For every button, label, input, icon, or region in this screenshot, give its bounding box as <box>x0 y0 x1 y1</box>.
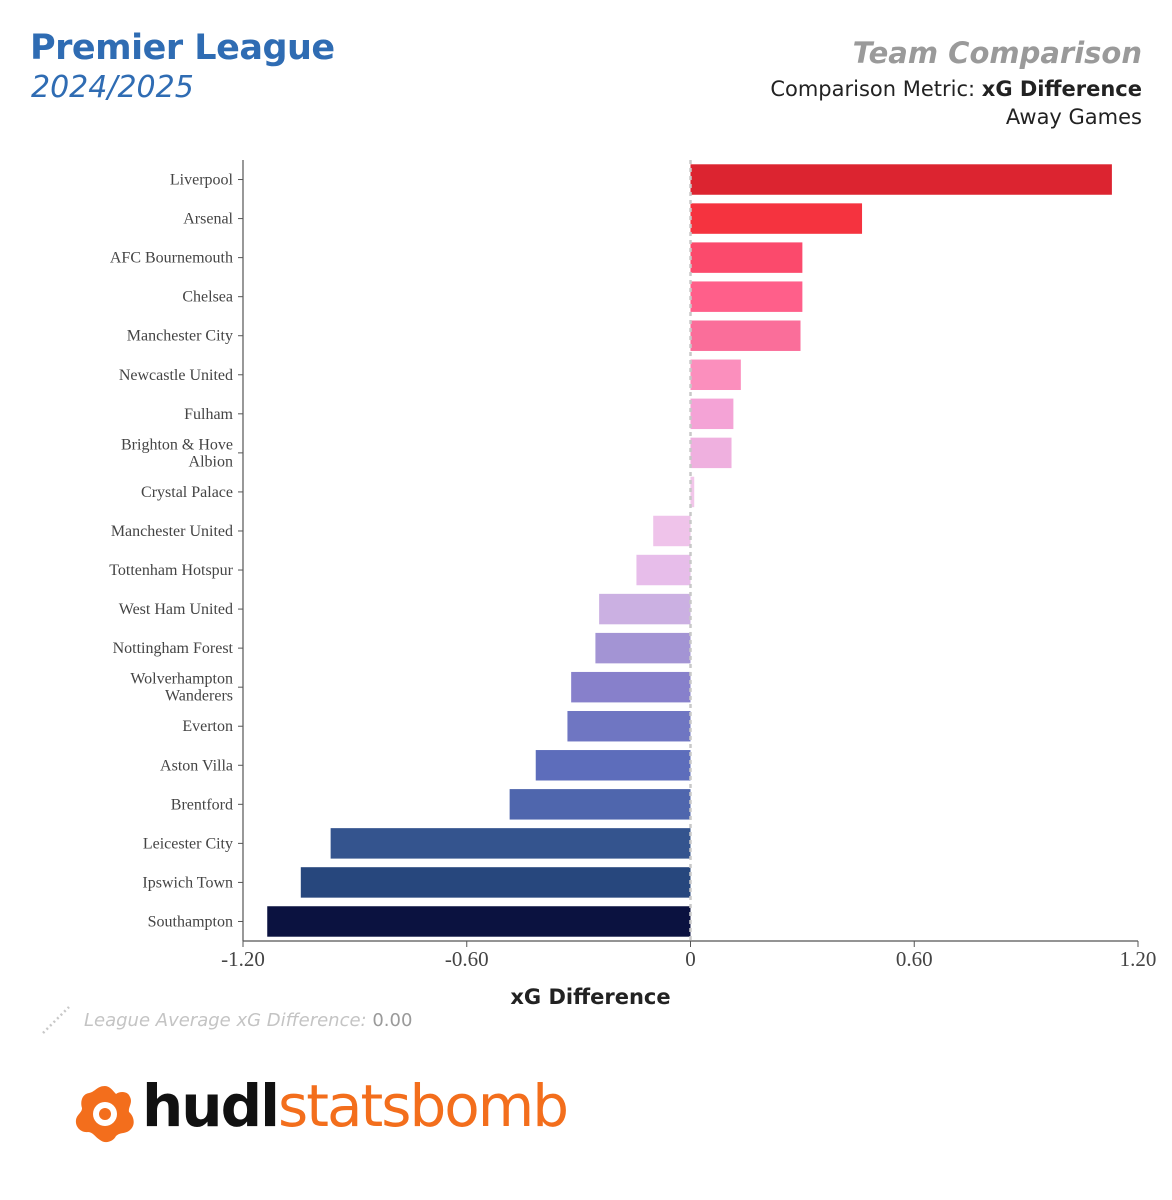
category-label-12: Nottingham Forest <box>113 640 234 657</box>
dotted-line-icon <box>42 1006 70 1034</box>
bar-4 <box>690 320 801 351</box>
bar-14 <box>567 710 691 742</box>
bar-2 <box>690 242 803 273</box>
category-label-3: Chelsea <box>182 289 233 306</box>
metric-name: xG Difference <box>981 77 1142 101</box>
comparison-title: Team Comparison <box>852 36 1142 70</box>
bar-7 <box>690 437 732 469</box>
logo-hudl: hudl <box>142 1072 280 1140</box>
category-label-17: Leicester City <box>143 835 233 852</box>
category-label-18: Ipswich Town <box>142 874 233 891</box>
bar-13 <box>571 671 691 703</box>
category-label-6: Fulham <box>184 406 233 423</box>
category-label-19: Southampton <box>148 913 233 930</box>
logo-statsbomb: statsbomb <box>277 1072 569 1140</box>
bar-9 <box>653 515 691 547</box>
category-label-13: Wolverhampton Wanderers <box>130 671 233 705</box>
statsbomb-bomb-icon <box>75 1086 134 1143</box>
category-label-10: Tottenham Hotspur <box>109 562 233 579</box>
comparison-metric: Comparison Metric: xG Difference <box>770 77 1142 101</box>
bar-19 <box>267 906 691 937</box>
legend-value: 0.00 <box>372 1010 413 1031</box>
legend-text: League Average xG Difference: 0.00 <box>84 1010 412 1031</box>
hudl-statsbomb-logo: hudlstatsbomb <box>72 1072 569 1148</box>
metric-prefix: Comparison Metric: <box>770 77 982 101</box>
bar-5 <box>690 359 741 391</box>
bar-18 <box>300 867 691 898</box>
category-label-5: Newcastle United <box>119 367 233 384</box>
category-label-9: Manchester United <box>111 523 233 540</box>
category-label-4: Manchester City <box>127 328 233 345</box>
category-label-16: Brentford <box>171 796 233 813</box>
league-title: Premier League <box>30 28 335 68</box>
bar-8 <box>690 476 695 508</box>
x-tick-label-1: -0.60 <box>445 947 489 971</box>
category-label-14: Everton <box>182 718 233 735</box>
category-label-7: Brighton & Hove Albion <box>121 436 233 470</box>
bar-3 <box>690 281 803 312</box>
xg-difference-bar-chart: Liverpool Arsenal AFC Bournemouth Chelsea Ma… <box>109 160 1157 1009</box>
bar-12 <box>595 632 691 664</box>
x-tick-label-3: 0.60 <box>896 947 933 971</box>
category-label-15: Aston Villa <box>160 757 233 774</box>
bar-10 <box>636 554 691 586</box>
legend-label: League Average xG Difference: <box>84 1010 367 1031</box>
x-axis-title: xG Difference <box>510 985 670 1009</box>
x-tick-label-4: 1.20 <box>1120 947 1157 971</box>
bar-15 <box>535 750 691 781</box>
x-tick-label-2: 0 <box>685 947 696 971</box>
season-label: 2024/2025 <box>31 70 194 105</box>
bar-17 <box>330 828 691 859</box>
category-label-8: Crystal Palace <box>141 484 233 501</box>
bar-11 <box>599 593 691 625</box>
x-tick-label-0: -1.20 <box>221 947 265 971</box>
bar-16 <box>509 789 691 820</box>
category-label-1: Arsenal <box>183 211 233 228</box>
games-filter: Away Games <box>1005 105 1142 129</box>
category-label-11: West Ham United <box>119 601 233 618</box>
bar-0 <box>690 164 1112 195</box>
category-label-0: Liverpool <box>170 172 234 189</box>
logo-wordmark: hudlstatsbomb <box>142 1072 569 1140</box>
bar-6 <box>690 398 734 430</box>
bar-1 <box>690 203 863 234</box>
category-label-2: AFC Bournemouth <box>110 250 233 267</box>
